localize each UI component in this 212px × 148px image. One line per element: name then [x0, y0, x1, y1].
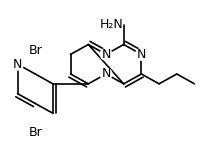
Circle shape [135, 49, 147, 60]
Text: N: N [101, 48, 111, 61]
Text: N: N [13, 58, 22, 71]
Circle shape [100, 68, 112, 80]
Text: N: N [137, 48, 146, 61]
Text: Br: Br [28, 44, 42, 57]
Text: H₂N: H₂N [100, 18, 124, 31]
Circle shape [12, 58, 23, 70]
Text: Br: Br [28, 126, 42, 139]
Text: N: N [101, 67, 111, 81]
Circle shape [100, 49, 112, 60]
